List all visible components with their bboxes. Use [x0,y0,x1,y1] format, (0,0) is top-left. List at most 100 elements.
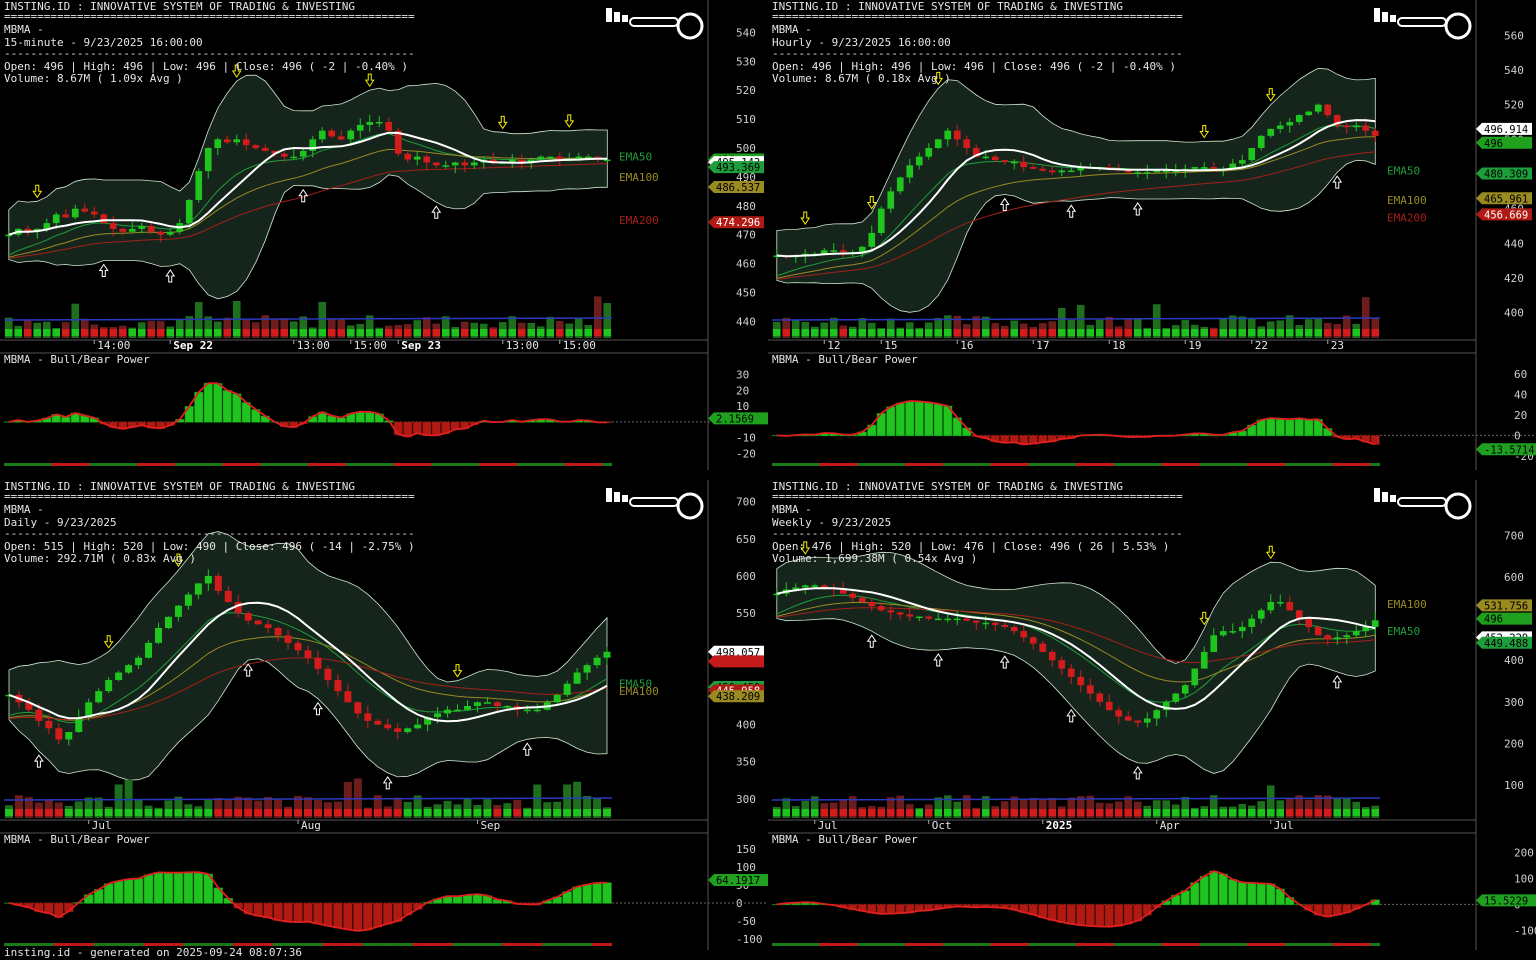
logo-icon [1397,17,1447,27]
ema-label: EMA50 [1387,165,1420,178]
trend-strip [13,463,23,466]
volume-marker [1076,329,1085,336]
candle-body [81,208,89,212]
volume-marker [1314,809,1323,816]
volume-bar [934,317,943,338]
trend-strip [1342,463,1352,466]
volume-bar [299,316,308,338]
candle-body [444,709,452,714]
volume-bar [343,781,352,818]
logo-icon [622,495,628,502]
trend-strip [441,463,451,466]
trend-strip [1114,943,1124,946]
trend-strip [175,463,185,466]
trend-strip [555,463,565,466]
price-tick-label: 470 [736,229,756,242]
candle-body [811,585,819,587]
volume-bar [24,797,33,818]
trend-strip [203,463,213,466]
candle-body [1001,624,1009,627]
candle-body [1020,631,1028,638]
volume-marker [943,809,952,816]
price-tick-label: 300 [1504,696,1524,709]
volume-marker [915,329,924,336]
trend-strip [1209,463,1219,466]
candle-body [434,713,442,718]
volume-marker [820,329,829,336]
volume-marker [829,809,838,816]
trend-strip [838,463,848,466]
x-tick-label: 19 [1188,339,1201,352]
candle-body [185,200,193,224]
candle-body [556,156,564,160]
price-tick-label: 550 [736,607,756,620]
volume-bar [508,316,517,338]
price-tag [1476,599,1532,612]
panel-separator: ----------------------------------------… [4,47,415,60]
candle-body [925,616,933,619]
candle-body [934,618,942,621]
volume-bar [1076,304,1085,338]
volume-marker [375,329,384,336]
trend-strip [867,943,877,946]
volume-marker [213,329,222,336]
candle-body [24,228,32,232]
buy-arrow-icon [98,263,109,277]
candle-body [972,148,980,157]
price-tick-label: 530 [736,55,756,68]
volume-marker [1010,809,1019,816]
candle-body [184,594,192,606]
power-bar [422,421,432,436]
volume-marker [1038,329,1047,336]
volume-marker [1029,329,1038,336]
candle-body [1115,710,1123,717]
volume-average-line [3,797,613,801]
candle-body [483,702,491,704]
volume-marker [1295,809,1304,816]
volume-marker [61,329,70,336]
trend-strip [442,943,453,946]
trend-strip [1123,463,1133,466]
trend-strip [838,943,848,946]
volume-marker [962,329,971,336]
volume-marker [1238,329,1247,336]
volume-marker [1228,329,1237,336]
x-tick-label: Oct [932,819,952,832]
candle-body [849,593,857,598]
candle-body [953,130,961,140]
volume-bar [223,317,232,338]
volume-marker [144,809,153,816]
trend-strip [1237,943,1247,946]
sell-arrow-icon [364,73,375,88]
volume-marker [877,329,886,336]
candle-body [252,145,260,148]
volume-bar [791,319,800,338]
trend-strip [593,463,603,466]
trend-strip [127,463,137,466]
volume-marker [1162,329,1171,336]
volume-bar [1152,304,1161,338]
volume-bar [1285,315,1294,338]
volume-marker [44,809,53,816]
trend-strip [472,943,483,946]
volume-bar [981,796,990,818]
trend-strip [273,943,284,946]
price-tick-label: 400 [736,719,756,732]
volume-marker [422,329,431,336]
volume-marker [1000,329,1009,336]
trend-strip [488,463,498,466]
trend-strip [1104,943,1114,946]
trend-strip [153,943,164,946]
volume-marker [470,329,479,336]
trend-strip [42,463,52,466]
price-tag [1476,167,1532,180]
volume-marker [194,809,203,816]
volume-marker [1323,329,1332,336]
volume-marker [1048,329,1057,336]
trend-strip [402,943,413,946]
logo-icon [1397,497,1447,507]
candle-body [244,613,252,621]
candle-body [553,694,561,703]
trend-strip [1218,463,1228,466]
panel-header: INSTING.ID : INNOVATIVE SYSTEM OF TRADIN… [4,0,355,13]
